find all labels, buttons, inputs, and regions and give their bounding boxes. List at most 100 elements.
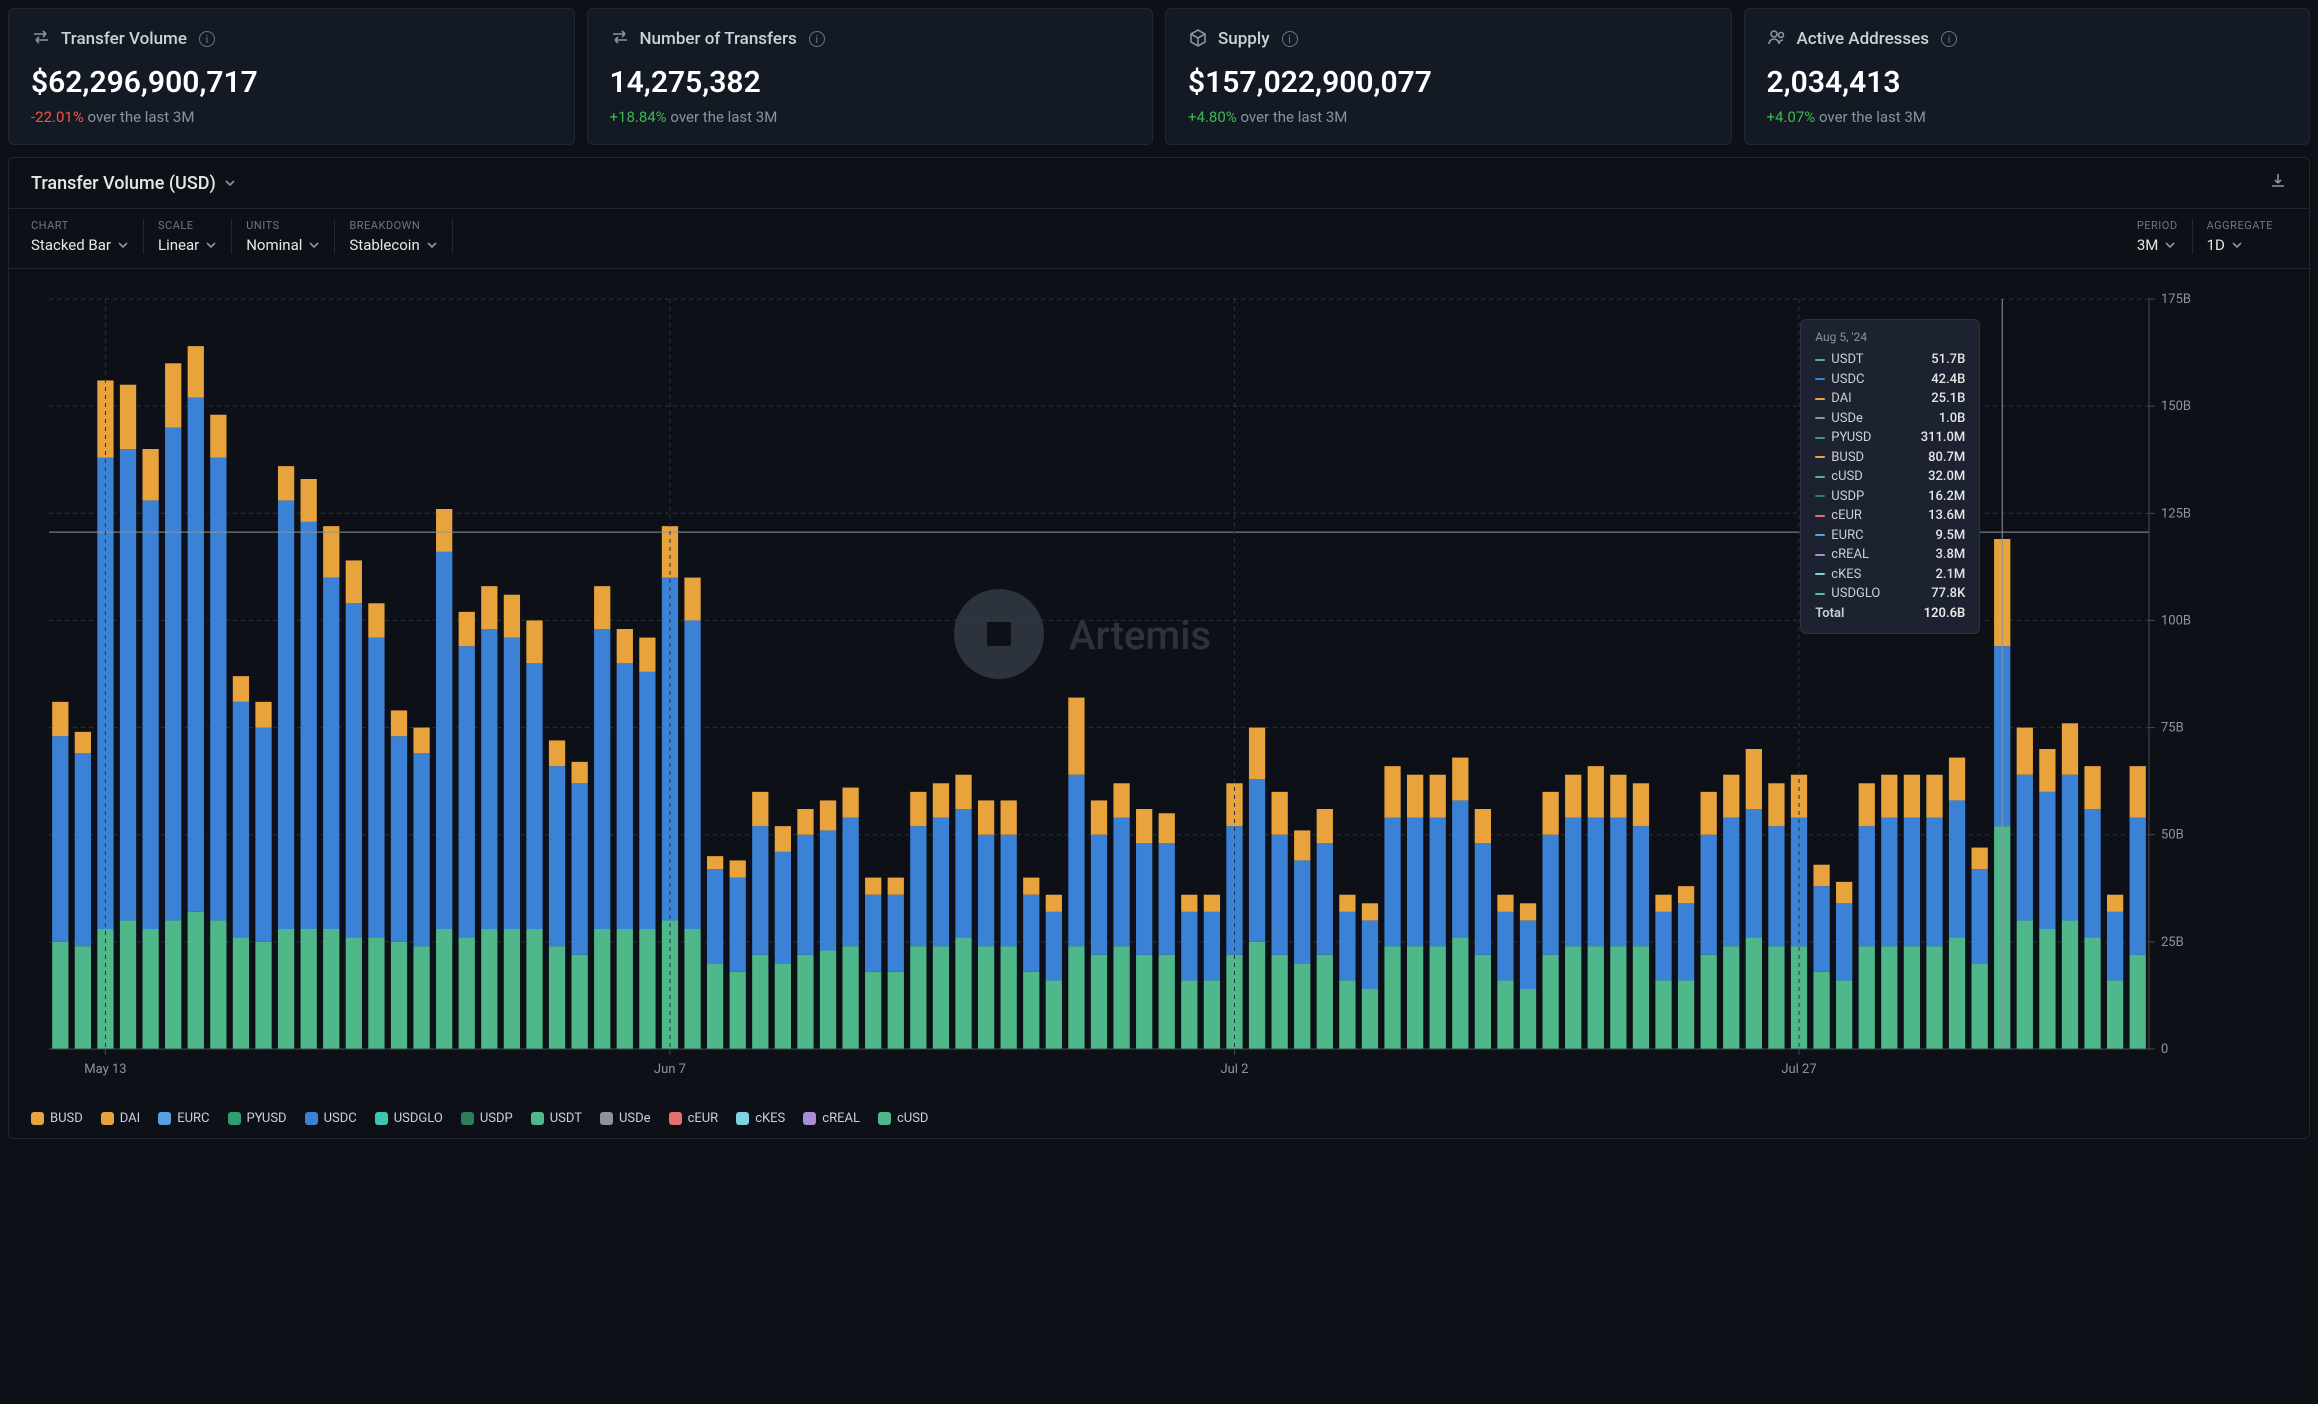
bar-segment[interactable] (1362, 920, 1378, 989)
bar-segment[interactable] (775, 826, 791, 852)
control-chart-select[interactable]: Stacked Bar (31, 236, 129, 254)
bar-segment[interactable] (1610, 775, 1626, 818)
bar-segment[interactable] (1972, 848, 1988, 869)
bar-segment[interactable] (2039, 929, 2055, 1049)
bar-segment[interactable] (1204, 980, 1220, 1049)
bar-segment[interactable] (933, 818, 949, 947)
bar-segment[interactable] (1294, 860, 1310, 963)
bar-segment[interactable] (504, 929, 520, 1049)
metric-card[interactable]: Active Addresses i 2,034,413 +4.07% over… (1744, 8, 2311, 145)
bar-segment[interactable] (1339, 912, 1355, 981)
bar-segment[interactable] (1701, 835, 1717, 955)
bar-segment[interactable] (1678, 903, 1694, 980)
bar-segment[interactable] (278, 466, 294, 500)
bar-segment[interactable] (707, 856, 723, 869)
bar-segment[interactable] (1317, 809, 1333, 843)
bar-segment[interactable] (1294, 963, 1310, 1049)
bar-segment[interactable] (639, 929, 655, 1049)
bar-segment[interactable] (1520, 903, 1536, 920)
bar-segment[interactable] (1294, 830, 1310, 860)
bar-segment[interactable] (481, 629, 497, 929)
bar-segment[interactable] (233, 702, 249, 938)
bar-segment[interactable] (2017, 728, 2033, 775)
bar-segment[interactable] (1046, 895, 1062, 912)
bar-segment[interactable] (594, 586, 610, 629)
legend-item[interactable]: PYUSD (228, 1111, 287, 1126)
control-scale-select[interactable]: Linear (158, 236, 217, 254)
bar-segment[interactable] (1746, 749, 1762, 809)
bar-segment[interactable] (549, 766, 565, 946)
bar-segment[interactable] (1520, 989, 1536, 1049)
bar-segment[interactable] (1633, 826, 1649, 946)
bar-segment[interactable] (481, 586, 497, 629)
bar-segment[interactable] (2107, 912, 2123, 981)
bar-segment[interactable] (188, 912, 204, 1049)
bar-segment[interactable] (730, 972, 746, 1049)
bar-segment[interactable] (1475, 843, 1491, 954)
bar-segment[interactable] (301, 522, 317, 929)
bar-segment[interactable] (1813, 865, 1829, 886)
legend-item[interactable]: DAI (101, 1111, 140, 1126)
bar-segment[interactable] (1633, 783, 1649, 826)
bar-segment[interactable] (1542, 955, 1558, 1049)
bar-segment[interactable] (1972, 869, 1988, 963)
bar-segment[interactable] (301, 929, 317, 1049)
bar-segment[interactable] (1113, 946, 1129, 1049)
bar-segment[interactable] (1655, 895, 1671, 912)
bar-segment[interactable] (1091, 955, 1107, 1049)
bar-segment[interactable] (142, 929, 158, 1049)
bar-segment[interactable] (1407, 775, 1423, 818)
bar-segment[interactable] (1904, 818, 1920, 947)
bar-segment[interactable] (459, 612, 475, 646)
bar-segment[interactable] (1159, 843, 1175, 954)
bar-segment[interactable] (775, 963, 791, 1049)
bar-segment[interactable] (1836, 980, 1852, 1049)
bar-segment[interactable] (752, 792, 768, 826)
bar-segment[interactable] (1542, 835, 1558, 955)
panel-title-select[interactable]: Transfer Volume (USD) (31, 173, 236, 194)
bar-segment[interactable] (2084, 938, 2100, 1049)
legend-item[interactable]: USDC (305, 1111, 357, 1126)
bar-segment[interactable] (210, 415, 226, 458)
bar-segment[interactable] (933, 946, 949, 1049)
bar-segment[interactable] (526, 929, 542, 1049)
bar-segment[interactable] (1588, 818, 1604, 947)
bar-segment[interactable] (775, 852, 791, 963)
bar-segment[interactable] (549, 946, 565, 1049)
bar-segment[interactable] (797, 809, 813, 835)
control-period-select[interactable]: 3M (2137, 236, 2178, 254)
bar-segment[interactable] (1813, 972, 1829, 1049)
bar-segment[interactable] (436, 509, 452, 552)
bar-segment[interactable] (820, 830, 836, 950)
bar-segment[interactable] (1836, 882, 1852, 903)
bar-segment[interactable] (368, 603, 384, 637)
bar-segment[interactable] (820, 950, 836, 1049)
bar-segment[interactable] (1972, 963, 1988, 1049)
bar-segment[interactable] (1949, 938, 1965, 1049)
bar-segment[interactable] (1159, 813, 1175, 843)
legend-item[interactable]: USDT (531, 1111, 582, 1126)
bar-segment[interactable] (1249, 942, 1265, 1049)
bar-segment[interactable] (1633, 946, 1649, 1049)
bar-segment[interactable] (391, 736, 407, 942)
bar-segment[interactable] (797, 835, 813, 955)
bar-segment[interactable] (2062, 775, 2078, 921)
bar-segment[interactable] (1407, 818, 1423, 947)
legend-item[interactable]: cREAL (803, 1111, 860, 1126)
bar-segment[interactable] (1859, 783, 1875, 826)
bar-segment[interactable] (346, 938, 362, 1049)
bar-segment[interactable] (1588, 946, 1604, 1049)
bar-segment[interactable] (1023, 972, 1039, 1049)
bar-segment[interactable] (1813, 886, 1829, 972)
control-aggregate-select[interactable]: 1D (2207, 236, 2273, 254)
bar-segment[interactable] (1068, 775, 1084, 946)
bar-segment[interactable] (323, 526, 339, 577)
bar-segment[interactable] (1113, 783, 1129, 817)
bar-segment[interactable] (978, 946, 994, 1049)
bar-segment[interactable] (1768, 783, 1784, 826)
bar-segment[interactable] (1272, 955, 1288, 1049)
bar-segment[interactable] (933, 783, 949, 817)
bar-segment[interactable] (75, 946, 91, 1049)
bar-segment[interactable] (1542, 792, 1558, 835)
bar-segment[interactable] (684, 929, 700, 1049)
